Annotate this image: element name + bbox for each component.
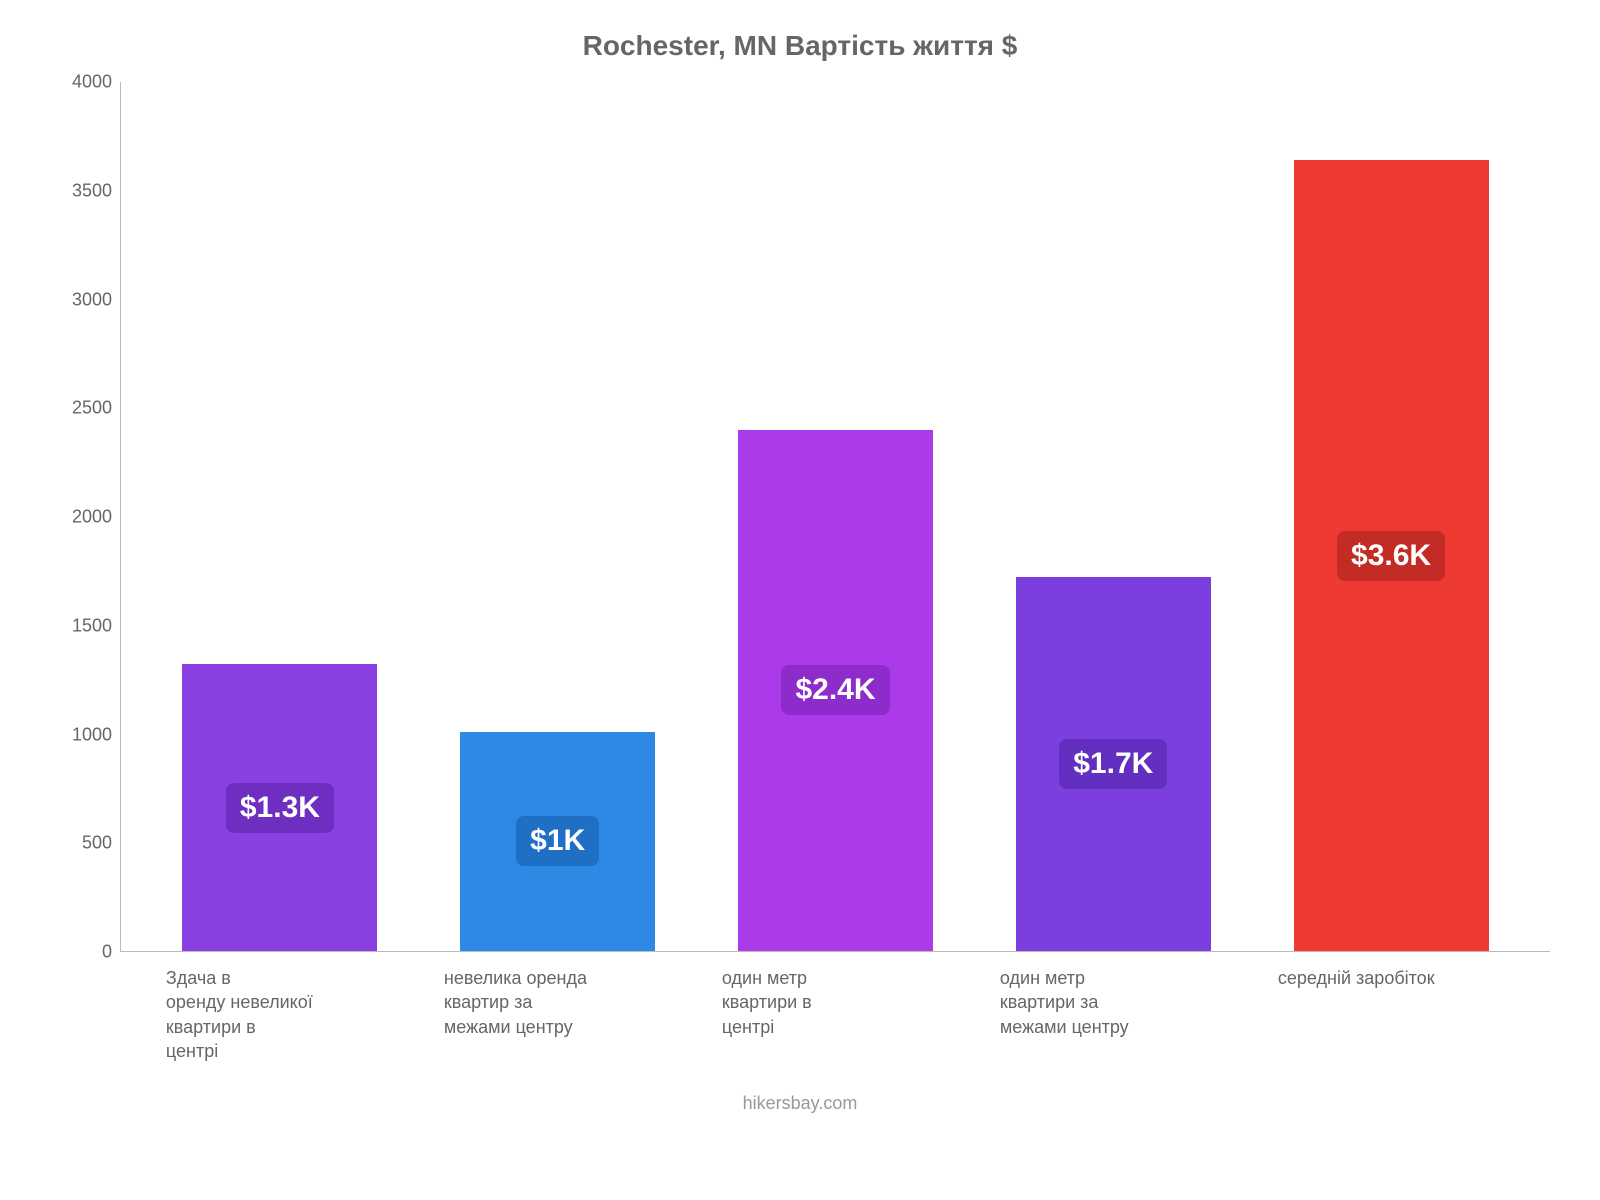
y-tick: 2500	[50, 398, 112, 419]
y-tick: 0	[50, 942, 112, 963]
bar-value-label: $1.7K	[1059, 739, 1167, 789]
bar-value-label: $1.3K	[226, 783, 334, 833]
bar: $1.7K	[1016, 577, 1211, 951]
bar: $3.6K	[1294, 160, 1489, 951]
y-tick: 4000	[50, 72, 112, 93]
x-tick: середній заробіток	[1266, 966, 1516, 1063]
y-tick: 500	[50, 833, 112, 854]
bar-slot: $2.4K	[710, 82, 960, 951]
x-tick: невелика орендаквартир замежами центру	[432, 966, 682, 1063]
x-tick: один метрквартири замежами центру	[988, 966, 1238, 1063]
bar: $1.3K	[182, 664, 377, 951]
bar-value-label: $3.6K	[1337, 531, 1445, 581]
x-axis: Здача воренду невеликоїквартири вцентрі н…	[120, 952, 1550, 1063]
y-tick: 1500	[50, 615, 112, 636]
chart-title: Rochester, MN Вартість життя $	[50, 20, 1550, 82]
y-tick: 3000	[50, 289, 112, 310]
x-tick: Здача воренду невеликоїквартири вцентрі	[154, 966, 404, 1063]
bar: $2.4K	[738, 430, 933, 951]
y-axis: 05001000150020002500300035004000	[50, 82, 120, 952]
bar-slot: $1.3K	[155, 82, 405, 951]
chart-source: hikersbay.com	[50, 1063, 1550, 1114]
bar-slot: $1.7K	[988, 82, 1238, 951]
bar-value-label: $1K	[516, 816, 599, 866]
y-tick: 2000	[50, 507, 112, 528]
bar: $1K	[460, 732, 655, 951]
plot-area: $1.3K $1K $2.4K $1.7K $3.6K	[120, 82, 1550, 952]
bars-container: $1.3K $1K $2.4K $1.7K $3.6K	[121, 82, 1550, 951]
bar-slot: $1K	[433, 82, 683, 951]
bar-slot: $3.6K	[1266, 82, 1516, 951]
plot-row: 05001000150020002500300035004000 $1.3K$1…	[50, 82, 1550, 952]
y-tick: 1000	[50, 724, 112, 745]
cost-of-living-chart: Rochester, MN Вартість життя $ 0 500 1000 1…	[50, 20, 1550, 1180]
y-tick: 3500	[50, 180, 112, 201]
x-tick: один метрквартири вцентрі	[710, 966, 960, 1063]
bar-value-label: $2.4K	[781, 665, 889, 715]
